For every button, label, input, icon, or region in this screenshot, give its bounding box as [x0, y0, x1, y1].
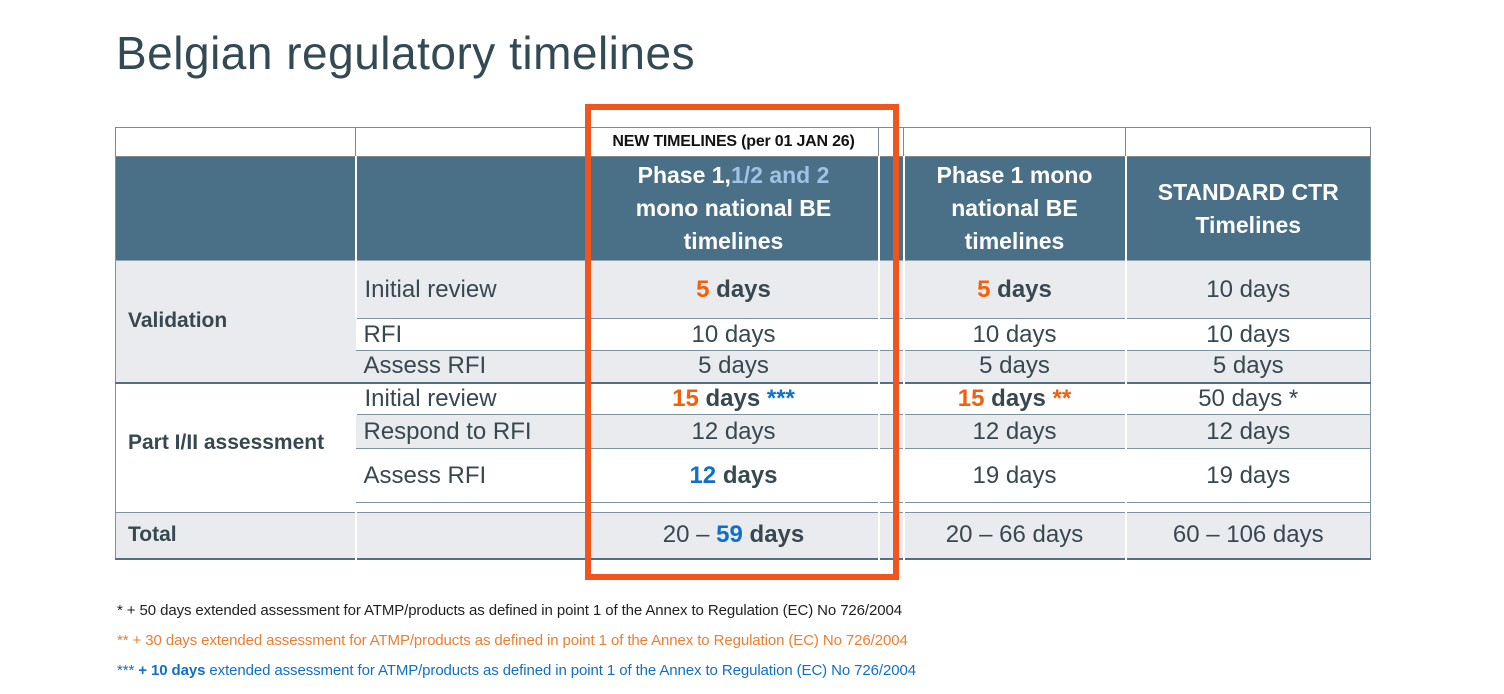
cell-spacer: [877, 260, 904, 319]
banner-row: NEW TIMELINES (per 01 JAN 26): [115, 127, 1371, 157]
header-cell-empty-1: [115, 156, 356, 261]
column-header-new: Phase 1,1/2 and 2 mono national BE timel…: [587, 156, 879, 261]
row-part-respond: Respond to RFI 12 days 12 days 12 days: [116, 414, 1371, 449]
total-label: Total: [115, 512, 356, 559]
cell-validation-rfi-ctr: 10 days: [1124, 318, 1371, 351]
row-total: Total 20 – 59 days 20 – 66 days 60 – 106…: [115, 512, 1371, 559]
cell-total-ctr: 60 – 106 days: [1124, 512, 1371, 559]
cell-validation-initial-mono: 5 days: [902, 260, 1126, 319]
row-label-validation-initial: Initial review: [354, 260, 589, 319]
header-cell-spacer: [877, 156, 904, 261]
row-label-part-assess: Assess RFI: [355, 448, 589, 503]
row-label-part-initial: Initial review: [354, 381, 589, 415]
column-header-mono: Phase 1 mono national BE timelines: [902, 156, 1126, 261]
cell-validation-initial-new: 5 days: [587, 260, 879, 319]
footnote-50-days: * + 50 days extended assessment for ATMP…: [117, 602, 902, 619]
group-validation: Validation: [115, 260, 356, 383]
cell-validation-rfi-mono: 10 days: [902, 318, 1126, 351]
cell-part-initial-ctr: 50 days *: [1124, 381, 1371, 415]
timeline-table: NEW TIMELINES (per 01 JAN 26) Phase 1,1/…: [115, 127, 1371, 560]
footnote-10-days: *** + 10 days extended assessment for AT…: [117, 662, 916, 679]
cell-validation-assess-new: 5 days: [587, 350, 879, 383]
cell-spacer: [877, 318, 904, 351]
new-timelines-banner: NEW TIMELINES (per 01 JAN 26): [588, 127, 879, 157]
header-cell-empty-2: [354, 156, 589, 261]
cell-validation-assess-mono: 5 days: [902, 350, 1126, 383]
row-label-validation-rfi: RFI: [355, 318, 589, 351]
group-part-assessment: Part I/II assessment: [115, 381, 356, 503]
column-header-ctr: STANDARD CTR Timelines: [1124, 156, 1371, 261]
cell-part-initial-new: 15 days ***: [587, 381, 879, 415]
header-row: Phase 1,1/2 and 2 mono national BE timel…: [115, 156, 1371, 261]
cell-total-empty: [354, 512, 589, 559]
cell-total-mono: 20 – 66 days: [902, 512, 1126, 559]
row-label-validation-assess: Assess RFI: [355, 350, 589, 383]
row-validation-assess: Assess RFI 5 days 5 days 5 days: [116, 350, 1371, 383]
row-validation-initial: Validation Initial review 5 days 5 days …: [115, 260, 1371, 383]
row-label-part-respond: Respond to RFI: [355, 414, 589, 449]
cell-spacer: [877, 414, 904, 449]
banner-cell-empty-1: [115, 127, 356, 157]
banner-cell-empty-2: [355, 127, 589, 157]
cell-part-respond-mono: 12 days: [902, 414, 1126, 449]
column-header-new-line1: Phase 1,1/2 and 2: [637, 162, 830, 188]
banner-cell-empty-4: [1125, 127, 1371, 157]
cell-part-assess-ctr: 19 days: [1124, 448, 1371, 503]
cell-part-initial-mono: 15 days **: [902, 381, 1126, 415]
row-validation-rfi: RFI 10 days 10 days 10 days: [116, 318, 1371, 351]
row-part-initial: Part I/II assessment Initial review 15 d…: [115, 381, 1371, 503]
cell-spacer: [877, 448, 904, 503]
footnote-30-days: ** + 30 days extended assessment for ATM…: [117, 632, 908, 649]
page-title: Belgian regulatory timelines: [116, 27, 696, 79]
cell-spacer: [877, 381, 904, 415]
column-header-new-line2: mono national BE timelines: [635, 195, 832, 254]
cell-total-new: 20 – 59 days: [587, 512, 879, 559]
cell-validation-initial-ctr: 10 days: [1124, 260, 1371, 319]
banner-cell-spacer: [878, 127, 904, 157]
cell-part-respond-ctr: 12 days: [1124, 414, 1371, 449]
cell-spacer: [877, 512, 904, 559]
cell-part-respond-new: 12 days: [587, 414, 879, 449]
cell-spacer: [877, 350, 904, 383]
spacer-row: [115, 502, 1371, 513]
cell-part-assess-mono: 19 days: [902, 448, 1126, 503]
banner-cell-empty-3: [903, 127, 1126, 157]
cell-validation-rfi-new: 10 days: [587, 318, 879, 351]
cell-part-assess-new: 12 days: [587, 448, 879, 503]
cell-validation-assess-ctr: 5 days: [1124, 350, 1371, 383]
